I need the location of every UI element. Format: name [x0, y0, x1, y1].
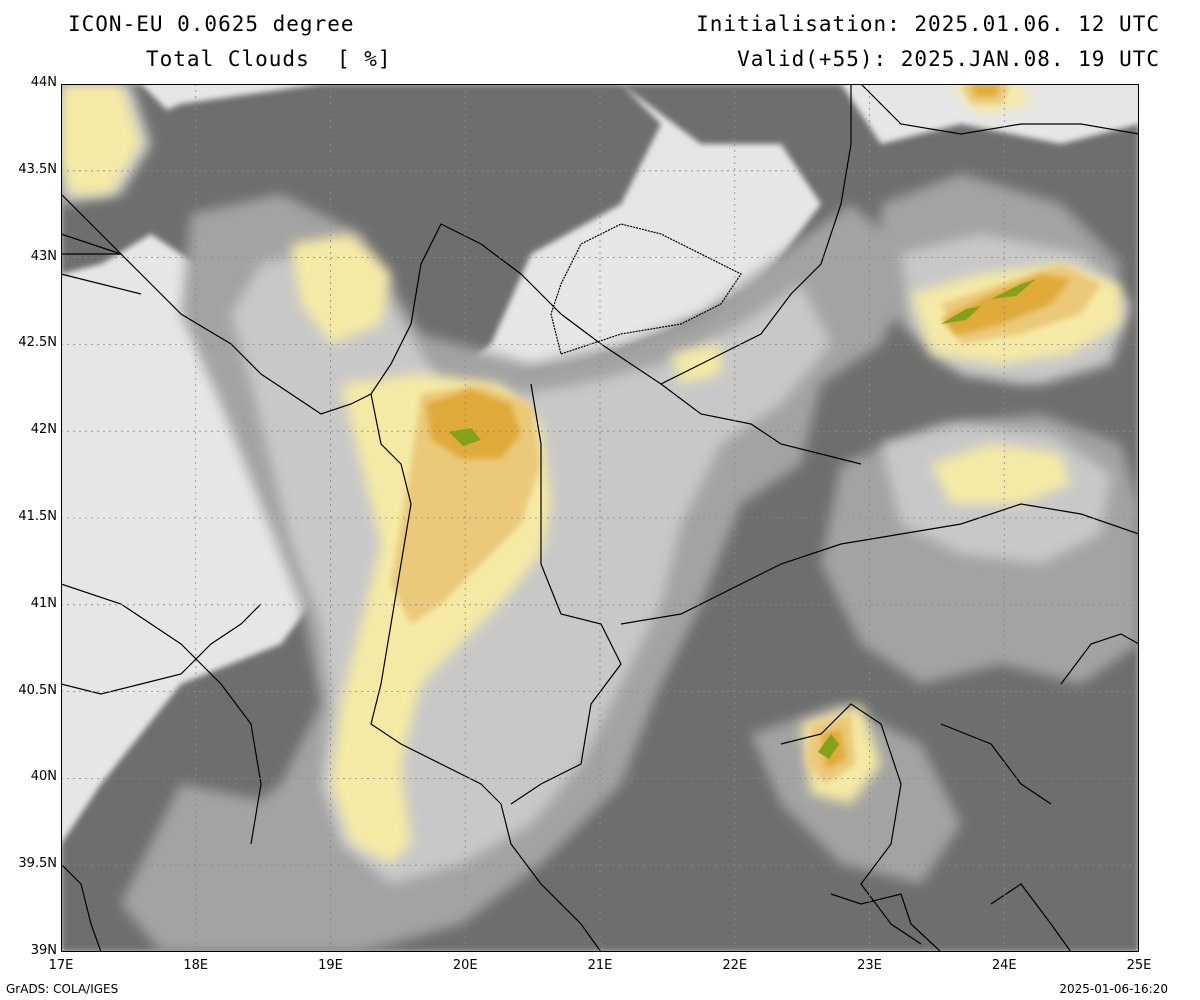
initialisation-time: Initialisation: 2025.01.06. 12 UTC [696, 12, 1160, 36]
latitude-tick-label: 42.5N [18, 335, 57, 351]
latitude-tick-label: 43.5N [18, 161, 57, 177]
longitude-tick-label: 21E [587, 958, 613, 973]
longitude-tick-label: 19E [318, 958, 343, 973]
cloud-cover-map [61, 84, 1139, 952]
longitude-tick-label: 22E [722, 958, 748, 973]
map-canvas [61, 84, 1139, 952]
map-title-field: Total Clouds [ %] [146, 47, 392, 71]
footer-timestamp: 2025-01-06-16:20 [1059, 982, 1168, 996]
longitude-tick-label: 24E [991, 958, 1017, 973]
latitude-tick-label: 39.5N [18, 856, 57, 872]
longitude-tick-label: 23E [857, 958, 882, 973]
cloud-layer-orange [426, 84, 1071, 769]
longitude-tick-label: 18E [183, 958, 209, 973]
cloud-layer-olive-green [449, 279, 1036, 759]
footer-credit: GrADS: COLA/IGES [6, 982, 119, 996]
latitude-tick-label: 41N [30, 595, 57, 611]
latitude-tick-label: 44N [30, 75, 57, 90]
longitude-tick-label: 20E [452, 958, 478, 973]
valid-time: Valid(+55): 2025.JAN.08. 19 UTC [737, 47, 1160, 71]
lat-lon-grid [61, 84, 1139, 952]
map-title-model: ICON-EU 0.0625 degree [68, 12, 355, 36]
map-frame [61, 84, 1139, 952]
latitude-tick-label: 43N [30, 248, 57, 264]
latitude-tick-label: 39N [30, 943, 57, 958]
latitude-tick-label: 40N [30, 769, 57, 785]
longitude-tick-label: 25E [1126, 958, 1152, 973]
latitude-tick-label: 41.5N [18, 509, 57, 524]
latitude-tick-label: 42N [30, 422, 57, 438]
latitude-tick-label: 40.5N [18, 682, 57, 698]
longitude-tick-label: 17E [48, 958, 74, 973]
